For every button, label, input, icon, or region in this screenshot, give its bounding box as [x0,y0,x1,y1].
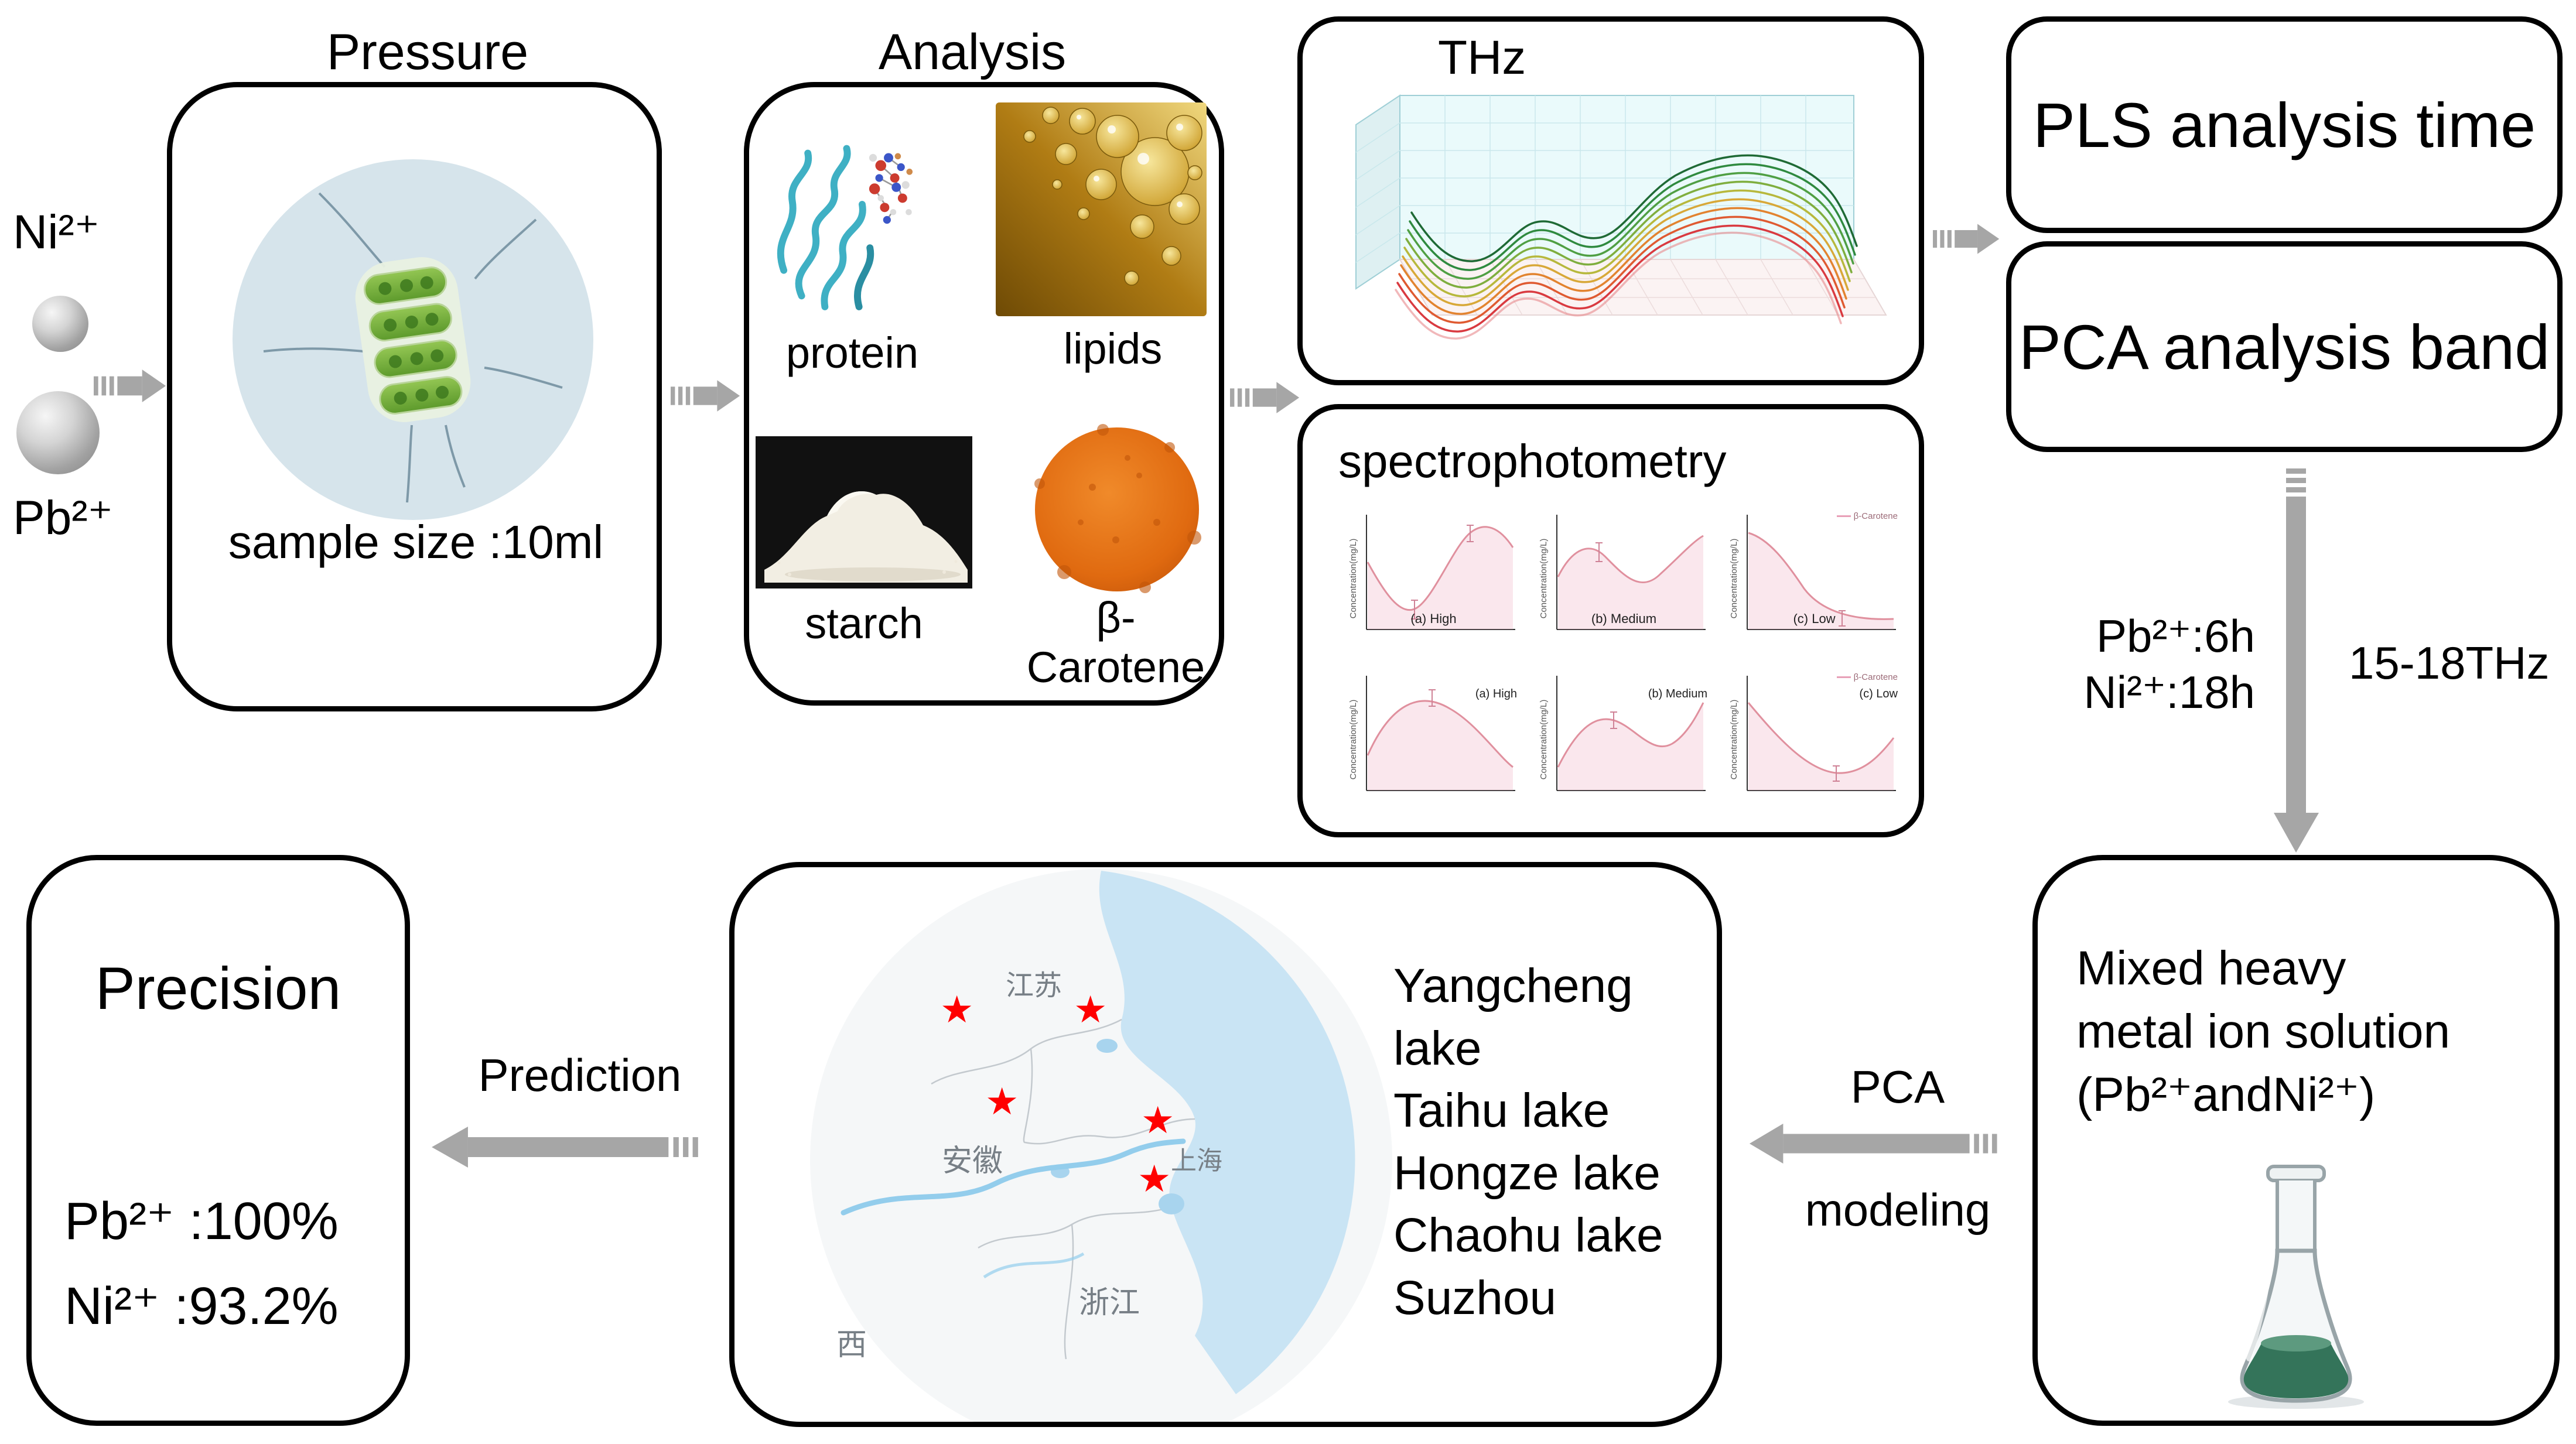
mixed-line2: metal ion solution [2076,1005,2451,1058]
thz-title: THz [1438,31,1526,84]
pca-modeling-top-label: PCA [1850,1061,1945,1113]
prediction-label: Prediction [478,1049,682,1101]
plot-legend: β-Carotene [1836,511,1898,521]
map-star-marker: ★ [985,1080,1019,1123]
pls-label: PLS analysis time [2032,89,2536,160]
plot-label: (b) Medium [1591,611,1657,626]
mixed-line3: (Pb²⁺andNi²⁺) [2076,1068,2376,1121]
starch-image [756,436,972,588]
pressure-title: Pressure [326,24,529,80]
ni-time-label: Ni²⁺:18h [2083,666,2255,718]
map-star-marker: ★ [1074,988,1108,1031]
province-label-shanghai: 上海 [1171,1147,1222,1175]
pb-ion-sphere [16,391,100,474]
spectro-plot-top-medium: Concentration(mg/L) (b) Medium [1535,507,1713,650]
precision-title: Precision [95,955,341,1022]
beta-carotene-label: β-Carotene [1026,593,1205,692]
lipids-label: lipids [1063,324,1163,373]
plot-label: (c) Low [1859,687,1898,700]
pls-box: PLS analysis time [2006,16,2563,233]
plot-y-axis-label: Concentration(mg/L) [1539,699,1549,779]
arrow-pressure-to-analysis [671,378,741,414]
precision-pb-value: Pb²⁺ :100% [64,1192,339,1251]
lake-item: Chaohu lake [1393,1209,1663,1262]
analysis-title: Analysis [878,24,1067,80]
lakes-map-image [808,867,1394,1422]
lake-item: Hongze lake [1393,1146,1661,1200]
spectro-plot-bottom-low: Concentration(mg/L) β-Carotene (c) Low [1725,668,1904,811]
pca-label: PCA analysis band [2018,311,2550,382]
band-label: 15-18THz [2349,637,2550,689]
lipids-image [996,102,1207,316]
plot-label: (a) High [1410,611,1457,626]
plot-label: (c) Low [1793,611,1836,626]
starch-label: starch [805,599,923,648]
arrow-mixed-to-map [1748,1121,2018,1166]
algae-microscopy-image [231,158,595,521]
plot-label: (a) High [1475,687,1517,700]
province-label-jiangsu: 江苏 [1006,970,1062,1001]
plot-y-axis-label: Concentration(mg/L) [1729,538,1739,618]
province-label-zhejiang: 浙江 [1079,1286,1140,1320]
flask-image [2167,1159,2425,1411]
plot-y-axis-label: Concentration(mg/L) [1729,699,1739,779]
plot-legend-text: β-Carotene [1853,511,1898,521]
map-star-marker: ★ [1137,1158,1171,1200]
ion-ni-label: Ni²⁺ [13,206,100,259]
spectro-plot-top-low: Concentration(mg/L) β-Carotene (c) Low [1725,507,1904,650]
spectro-plot-bottom-high: Concentration(mg/L) (a) High [1344,668,1523,811]
spectro-plot-bottom-medium: Concentration(mg/L) (b) Medium [1535,668,1713,811]
province-label-anhui: 安徽 [942,1144,1003,1178]
protein-label: protein [785,329,919,377]
map-star-marker: ★ [1141,1099,1175,1141]
plot-y-axis-label: Concentration(mg/L) [1348,538,1358,618]
pca-modeling-bottom-label: modeling [1805,1184,1991,1236]
lake-item: Suzhou [1393,1271,1557,1325]
arrow-analysis-to-thz [1230,379,1300,416]
spectro-plot-top-high: Concentration(mg/L) (a) High [1344,507,1523,650]
plot-y-axis-label: Concentration(mg/L) [1539,538,1549,618]
pca-box: PCA analysis band [2006,241,2563,452]
plot-label: (b) Medium [1648,687,1707,700]
spectrophotometry-title: spectrophotometry [1338,435,1727,487]
lake-item: Yangcheng lake [1393,959,1633,1075]
arrow-pca-to-mixed [2271,468,2321,855]
thz-3d-plot [1324,75,1904,374]
plot-legend-text: β-Carotene [1853,672,1898,682]
province-label-xi: 西 [836,1328,867,1362]
pb-time-label: Pb²⁺:6h [2096,610,2255,662]
arrow-thz-to-pls [1933,221,2000,257]
arrow-ions-to-pressure [94,368,167,404]
beta-carotene-image [1028,423,1207,596]
precision-ni-value: Ni²⁺ :93.2% [64,1277,339,1336]
lake-list: Yangcheng lake Taihu lake Hongze lake Ch… [1393,955,1717,1330]
spectrophotometry-box [1297,404,1924,837]
ni-ion-sphere [32,296,88,352]
plot-y-axis-label: Concentration(mg/L) [1348,699,1358,779]
precision-box [26,855,410,1426]
map-star-marker: ★ [940,988,974,1031]
lake-item: Taihu lake [1393,1084,1610,1138]
sample-size-label: sample size :10ml [228,516,604,568]
map-box: ★ ★ ★ ★ ★ 江苏 安徽 上海 浙江 西 Yangcheng lake T… [729,862,1722,1427]
mixed-line1: Mixed heavy [2076,942,2346,995]
protein-image [764,111,920,325]
arrow-map-to-precision [431,1124,720,1170]
plot-legend: β-Carotene [1836,672,1898,682]
ion-pb-label: Pb²⁺ [13,491,113,545]
